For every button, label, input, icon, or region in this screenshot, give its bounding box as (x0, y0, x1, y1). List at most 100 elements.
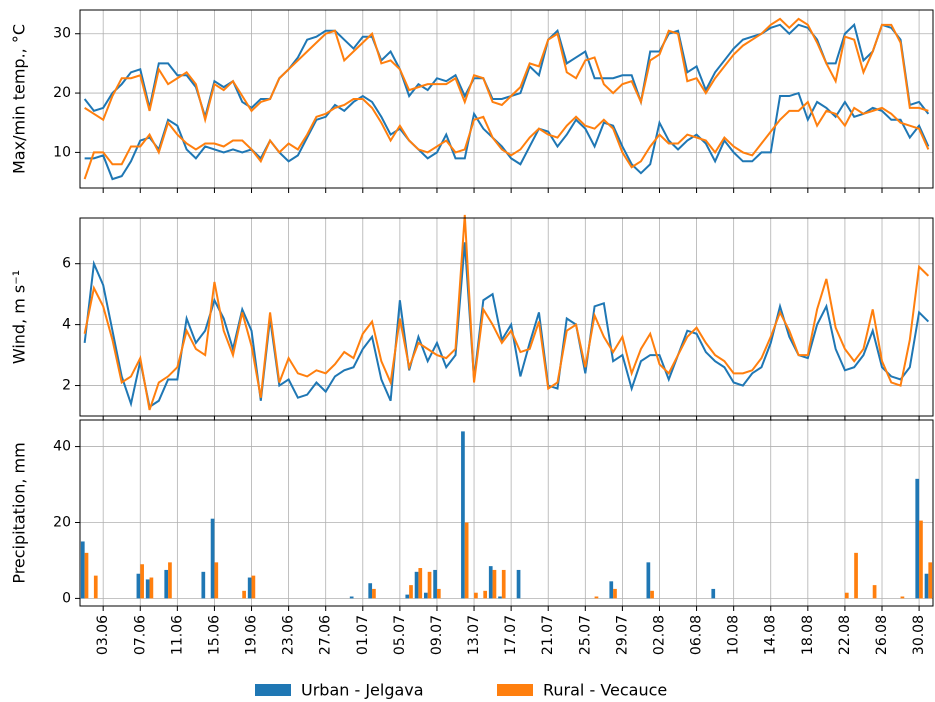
x-tick-label: 03.06 (95, 615, 111, 655)
line-series (84, 91, 930, 181)
bar (844, 592, 849, 599)
x-tick-label: 22.08 (837, 615, 853, 655)
bar (594, 596, 599, 599)
x-tick-label: 30.08 (911, 615, 927, 655)
bar (646, 562, 651, 599)
bar (483, 590, 488, 599)
x-tick-label: 17.07 (503, 615, 519, 655)
bar (405, 594, 410, 599)
y-tick-label: 30 (53, 26, 71, 42)
bar (516, 569, 521, 599)
bar (498, 596, 502, 599)
panel: 2 4 6 Wind, m s⁻¹ (10, 214, 934, 421)
bar (924, 573, 929, 599)
line-series (83, 214, 930, 411)
line-series (84, 17, 929, 124)
x-tick-label: 13.07 (466, 615, 482, 655)
y-tick-label: 40 (53, 439, 71, 455)
axes-frame (79, 217, 934, 417)
x-tick-label: 11.06 (169, 615, 185, 655)
bar (84, 552, 89, 599)
bar (136, 573, 141, 599)
bar (214, 562, 219, 599)
bar (609, 581, 614, 599)
bar (501, 569, 506, 599)
bar (900, 596, 905, 599)
bar (492, 569, 497, 599)
bar (409, 585, 413, 599)
x-tick-label: 18.08 (800, 615, 816, 655)
x-tick-label: 29.07 (614, 615, 630, 655)
x-tick-label: 19.06 (244, 615, 260, 655)
bar (433, 569, 437, 599)
bar (140, 564, 144, 599)
bar (251, 575, 256, 599)
x-tick-label: 10.08 (726, 615, 742, 655)
line-series (83, 22, 930, 121)
x-tick-label: 06.08 (689, 615, 705, 655)
x-tick-label: 05.07 (392, 615, 408, 655)
bar (372, 588, 376, 599)
bar (242, 590, 246, 599)
y-tick-label: 0 (62, 590, 71, 606)
y-tick-label: 20 (53, 85, 71, 101)
bar (919, 520, 923, 599)
y-tick-label: 4 (62, 317, 71, 333)
bar (368, 583, 373, 599)
bar (650, 590, 654, 599)
legend-label: Rural - Vecauce (543, 681, 667, 700)
bar (247, 577, 252, 599)
y-tick-label: 6 (62, 256, 71, 272)
bar (872, 585, 877, 599)
x-tick-label: 09.07 (429, 615, 445, 655)
x-tick-label: 15.06 (206, 615, 222, 655)
y-axis-label: Precipitation, mm (10, 442, 29, 583)
bar (711, 588, 716, 599)
bar (418, 568, 423, 599)
bar (436, 588, 441, 599)
bar (464, 522, 469, 599)
bar (149, 577, 154, 599)
x-tick-label: 23.06 (281, 615, 297, 655)
bar (210, 518, 215, 599)
bar (488, 566, 493, 599)
panel: 10 20 30 Max/min temp., °C (10, 9, 934, 193)
bar (145, 579, 150, 599)
legend-swatch (497, 684, 533, 696)
bar (349, 596, 354, 599)
y-tick-label: 2 (62, 378, 71, 394)
x-tick-label: 26.08 (874, 615, 890, 655)
y-tick-label: 20 (53, 514, 71, 530)
bar (854, 552, 858, 599)
bar (928, 562, 933, 599)
bar (93, 575, 98, 599)
bar (461, 431, 465, 599)
x-tick-label: 01.07 (355, 615, 371, 655)
legend-swatch (255, 684, 291, 696)
x-tick-label: 21.07 (540, 615, 556, 655)
line-series (83, 242, 930, 409)
bar (613, 588, 617, 599)
y-axis-label: Wind, m s⁻¹ (10, 270, 29, 364)
bar (423, 592, 428, 599)
legend-label: Urban - Jelgava (301, 681, 424, 700)
bar (201, 571, 206, 599)
x-tick-label: 14.08 (763, 615, 779, 655)
bar (168, 562, 172, 599)
y-tick-label: 10 (53, 144, 71, 160)
line-series (83, 98, 930, 180)
bar (915, 478, 920, 599)
x-tick-label: 27.06 (318, 615, 334, 655)
axes-frame (79, 9, 934, 189)
axes-frame (79, 419, 934, 607)
bar (414, 571, 419, 599)
panel: 0 20 40 Precipitation, mm 03.06 07.06 11.06 15.… (10, 419, 934, 655)
bar (474, 592, 478, 599)
x-tick-label: 07.06 (132, 615, 148, 655)
x-tick-label: 25.07 (577, 615, 593, 655)
legend: Urban - Jelgava Rural - Vecauce (255, 681, 667, 700)
x-tick-label: 02.08 (651, 615, 667, 655)
bar (80, 541, 85, 599)
bar (427, 571, 432, 599)
